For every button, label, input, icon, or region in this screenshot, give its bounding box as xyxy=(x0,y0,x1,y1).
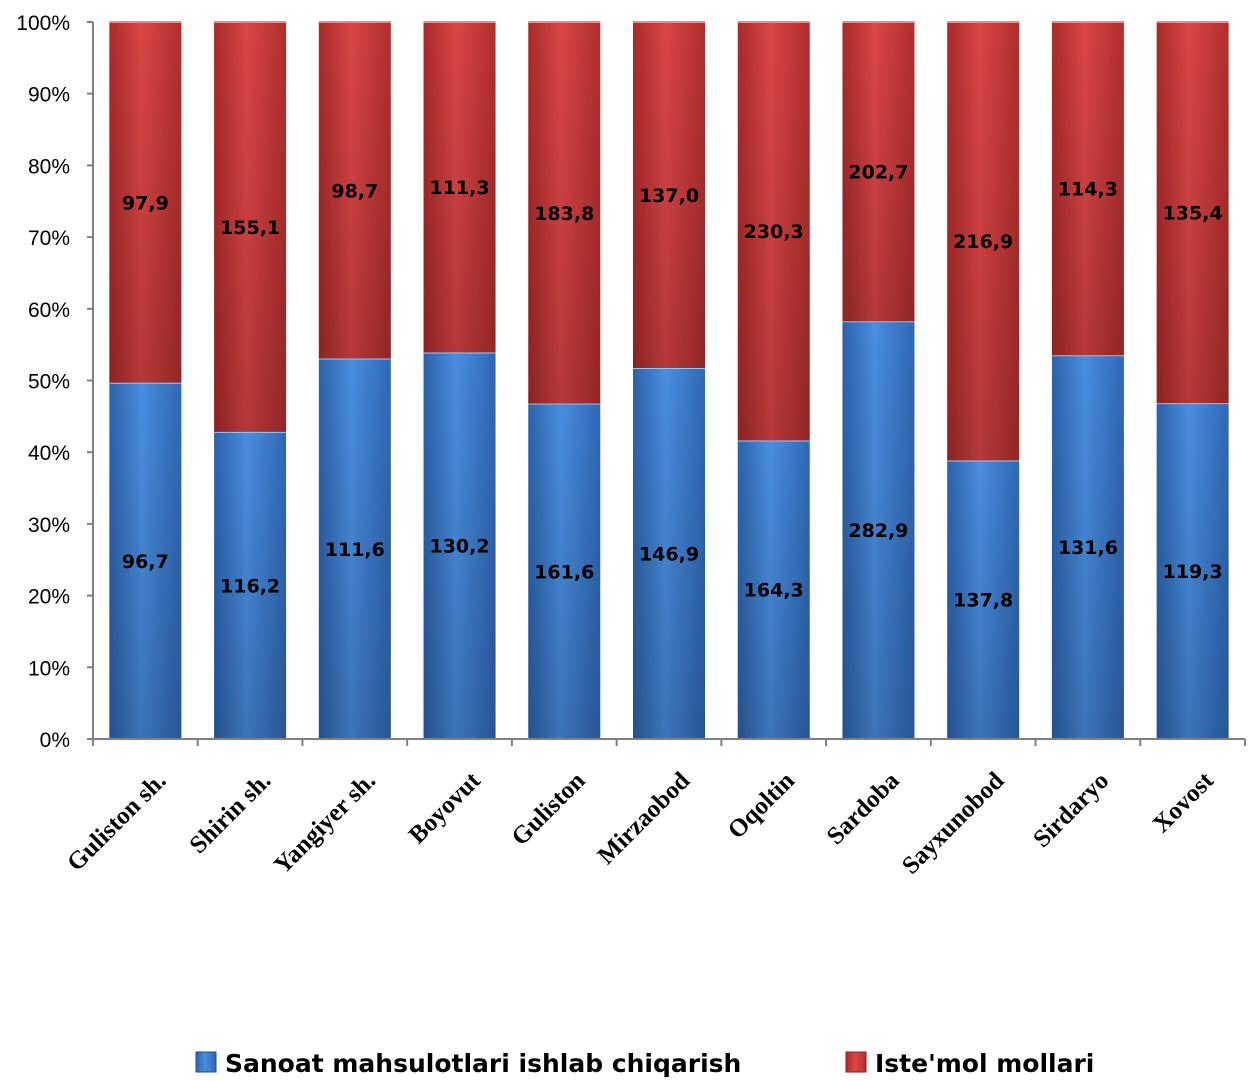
bar-shade-0-2 xyxy=(318,358,391,739)
bar-shade-1-0 xyxy=(109,22,182,383)
data-label-1-8: 216,9 xyxy=(953,231,1013,253)
bar-shade-0-10 xyxy=(1156,403,1229,739)
x-tick-label: Guliston sh. xyxy=(62,767,171,876)
bar-shade-0-1 xyxy=(214,431,287,739)
data-label-0-10: 119,3 xyxy=(1163,561,1223,583)
bar-shade-0-9 xyxy=(1051,355,1124,739)
bar-shade-0-8 xyxy=(947,460,1020,739)
data-label-1-0: 97,9 xyxy=(122,192,169,214)
x-tick-label: Shirin sh. xyxy=(185,767,277,859)
x-tick-label: Sirdaryo xyxy=(1028,767,1114,853)
y-tick-label: 70% xyxy=(28,227,70,250)
bar-shade-1-2 xyxy=(318,22,391,359)
x-tick-label: Boyovut xyxy=(404,767,486,849)
y-tick-label: 60% xyxy=(28,299,70,322)
x-tick-label: Sardoba xyxy=(822,767,905,850)
y-tick-label: 10% xyxy=(28,657,70,680)
data-label-0-0: 96,7 xyxy=(122,551,169,573)
data-label-0-3: 130,2 xyxy=(429,536,489,558)
bar-shade-1-3 xyxy=(423,22,496,353)
data-label-0-8: 137,8 xyxy=(953,590,1013,612)
data-label-0-2: 111,6 xyxy=(325,539,385,561)
data-label-0-9: 131,6 xyxy=(1058,537,1118,559)
bar-shade-1-9 xyxy=(1051,22,1124,356)
bar-shade-1-6 xyxy=(737,22,810,441)
y-tick-label: 80% xyxy=(28,155,70,178)
bar-shade-0-5 xyxy=(633,367,705,739)
data-label-1-10: 135,4 xyxy=(1163,203,1223,225)
data-label-0-5: 146,9 xyxy=(639,543,699,565)
data-label-1-2: 98,7 xyxy=(331,180,378,202)
bar-shade-1-7 xyxy=(842,22,915,322)
bar-shade-0-7 xyxy=(842,321,915,739)
data-label-1-1: 155,1 xyxy=(220,217,280,239)
bar-shade-1-1 xyxy=(214,22,287,432)
x-tick-label: Mirzaobod xyxy=(593,767,696,870)
y-tick-label: 30% xyxy=(28,514,70,537)
x-tick-label: Sayxunobod xyxy=(897,767,1010,880)
bar-shade-0-4 xyxy=(528,403,601,739)
data-label-1-4: 183,8 xyxy=(534,203,594,225)
data-label-1-3: 111,3 xyxy=(429,177,489,199)
data-labels-layer: 96,7 97,9 116,2 155,1 111,6 98,7 130,2 111,3 161… xyxy=(122,162,1223,612)
data-label-1-9: 114,3 xyxy=(1058,179,1118,201)
y-tick-label: 0% xyxy=(40,729,70,752)
x-tick-label: Xovost xyxy=(1148,767,1220,839)
bars-layer xyxy=(109,21,1229,739)
y-tick-label: 40% xyxy=(28,442,70,465)
data-label-0-1: 116,2 xyxy=(220,575,280,597)
bar-shade-1-5 xyxy=(633,22,705,368)
data-label-0-6: 164,3 xyxy=(744,580,804,602)
data-label-0-4: 161,6 xyxy=(534,561,594,583)
y-tick-label: 50% xyxy=(28,371,70,394)
legend-swatch-0 xyxy=(195,1051,217,1073)
y-tick-label: 90% xyxy=(28,84,70,107)
legend-label-0: Sanoat mahsulotlari ishlab chiqarish xyxy=(225,1049,741,1078)
bar-shade-1-10 xyxy=(1156,22,1229,404)
bar-shade-0-6 xyxy=(737,440,810,739)
y-tick-label: 100% xyxy=(16,12,70,35)
bar-shade-1-4 xyxy=(528,22,601,404)
x-tick-label: Yangiyer sh. xyxy=(269,767,381,879)
y-tick-label: 20% xyxy=(28,586,70,609)
legend-label-1: Iste'mol mollari xyxy=(875,1049,1094,1078)
data-label-0-7: 282,9 xyxy=(848,520,908,542)
legend: Sanoat mahsulotlari ishlab chiqarish Iste… xyxy=(195,1049,1094,1078)
data-label-1-5: 137,0 xyxy=(639,185,699,207)
x-tick-label: Guliston xyxy=(507,767,591,851)
bar-shade-0-0 xyxy=(109,382,182,739)
legend-swatch-1 xyxy=(845,1051,867,1073)
x-tick-label: Oqoltin xyxy=(723,767,800,844)
data-label-1-6: 230,3 xyxy=(744,221,804,243)
data-label-1-7: 202,7 xyxy=(848,162,908,184)
bar-shade-0-3 xyxy=(423,352,496,739)
bar-shade-1-8 xyxy=(947,22,1020,461)
